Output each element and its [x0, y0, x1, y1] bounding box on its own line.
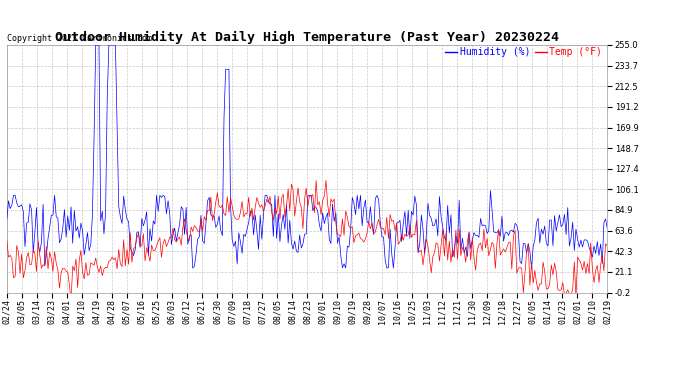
- Title: Outdoor Humidity At Daily High Temperature (Past Year) 20230224: Outdoor Humidity At Daily High Temperatu…: [55, 31, 559, 44]
- Legend: Humidity (%), Temp (°F): Humidity (%), Temp (°F): [445, 47, 602, 57]
- Text: Copyright 2023 Cartronics.com: Copyright 2023 Cartronics.com: [7, 33, 152, 42]
